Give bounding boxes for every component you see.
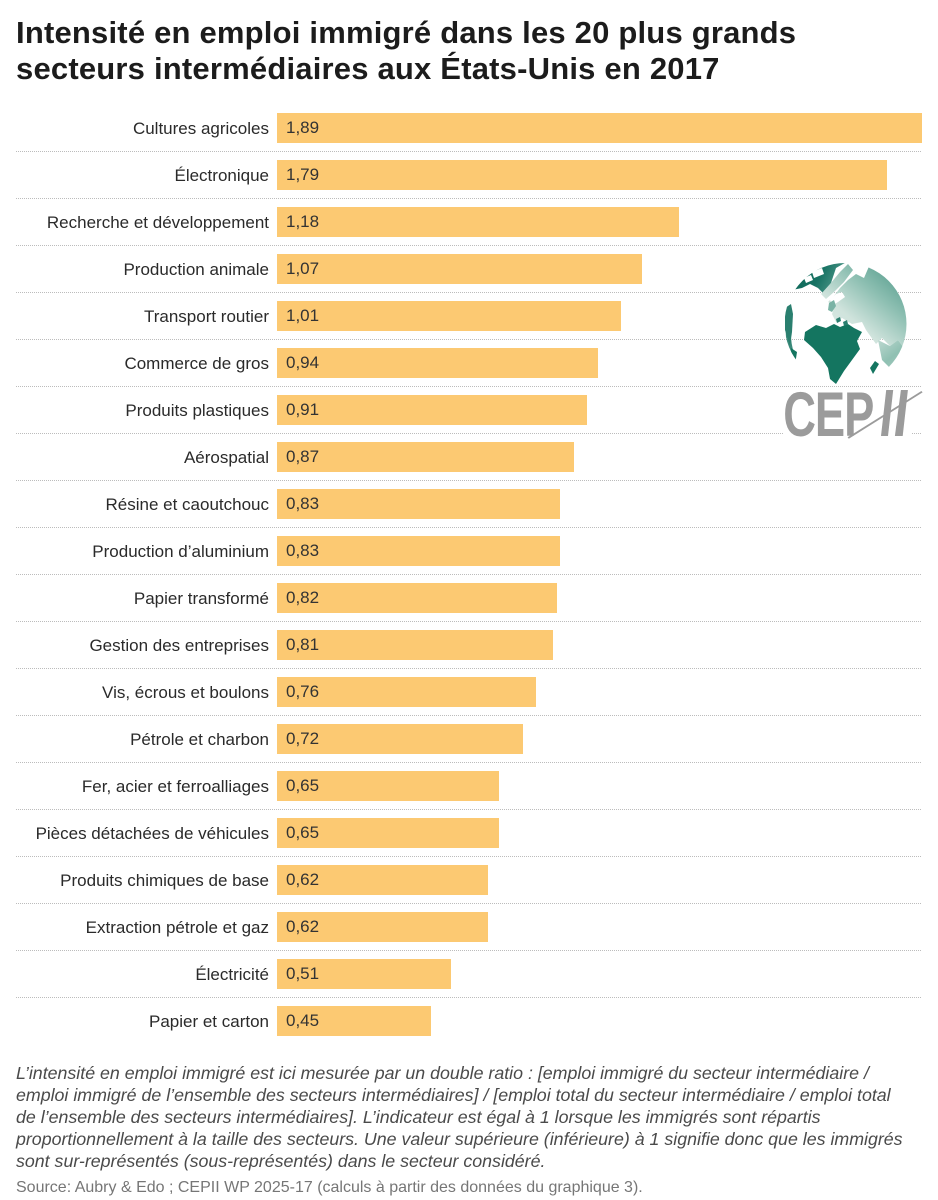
svg-text:CEP: CEP <box>783 379 873 444</box>
